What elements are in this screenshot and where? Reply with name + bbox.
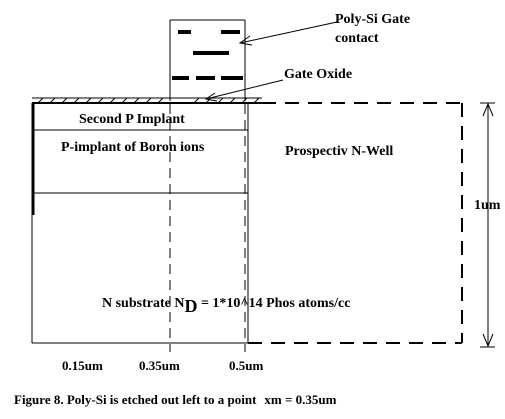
substrate-suffix: = 1*10^14 Phos atoms/cc: [197, 296, 350, 311]
figure-caption: Figure 8. Poly-Si is etched out left to …: [14, 392, 337, 407]
tick-label-05: 0.5um: [229, 358, 263, 373]
poly-si-gate-contact-label: contact: [335, 31, 379, 46]
p-implant-boron-label: P-implant of Boron ions: [61, 140, 205, 155]
tick-label-015: 0.15um: [62, 358, 103, 373]
gate-oxide-leader-arrow: [204, 79, 284, 102]
substrate-prefix: N substrate N: [102, 296, 184, 311]
depth-dimension: [480, 102, 495, 348]
caption-point: xm = 0.35um: [264, 392, 336, 407]
gate-oxide-label: Gate Oxide: [284, 67, 352, 82]
depth-label: 1um: [474, 198, 501, 213]
gate-oxide-layer: [32, 97, 262, 104]
substrate-subscript: D: [184, 296, 197, 316]
poly-si-gate-label: Poly-Si Gate: [335, 12, 410, 27]
position-marker-lines: [169, 104, 246, 352]
caption-text: Figure 8. Poly-Si is etched out left to …: [14, 392, 257, 407]
poly-si-gate: [169, 19, 246, 101]
substrate-label: N substrate ND = 1*10^14 Phos atoms/cc: [102, 296, 350, 316]
poly-gate-leader-arrow: [238, 21, 338, 46]
substrate-region: [31, 103, 249, 344]
tick-label-035: 0.35um: [139, 358, 180, 373]
second-p-implant-label: Second P Implant: [79, 112, 185, 127]
n-well-label: Prospectiv N-Well: [285, 144, 393, 159]
n-well-outline: [248, 102, 463, 344]
